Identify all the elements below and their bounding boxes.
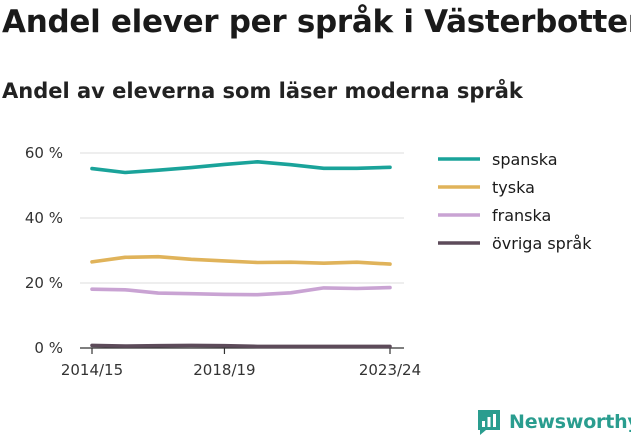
x-tick-label: 2023/24	[359, 361, 421, 379]
series-line-franska	[90, 285, 392, 297]
series-line-spanska	[90, 160, 392, 175]
x-tick-label: 2014/15	[61, 361, 123, 379]
x-axis: 2014/15 2018/19 2023/24	[61, 347, 421, 379]
legend-label: franska	[492, 206, 551, 225]
chart-title: Andel elever per språk i Västerbotten	[2, 4, 631, 40]
legend-label: tyska	[492, 178, 535, 197]
series-lines	[90, 160, 392, 349]
series-line-övriga-språk	[90, 343, 392, 349]
y-tick-label: 20 %	[25, 274, 63, 292]
legend: spanska tyska franska övriga språk	[438, 150, 592, 253]
y-axis-ticks: 0 % 20 % 40 % 60 %	[25, 144, 63, 357]
legend-label: spanska	[492, 150, 558, 169]
x-tick-label: 2018/19	[193, 361, 255, 379]
gridlines	[80, 152, 404, 284]
y-tick-label: 40 %	[25, 209, 63, 227]
newsworthy-logo: Newsworthy	[476, 408, 631, 436]
line-chart: 0 % 20 % 40 % 60 % 2014/15 2018/19 2023/24 sp…	[25, 144, 592, 379]
bar-chart-logo-icon	[478, 410, 500, 435]
legend-label: övriga språk	[492, 234, 592, 253]
chart-subtitle: Andel av eleverna som läser moderna språ…	[2, 79, 523, 103]
y-tick-label: 0 %	[34, 339, 63, 357]
logo-text: Newsworthy	[509, 411, 631, 433]
series-line-tyska	[90, 254, 392, 266]
y-tick-label: 60 %	[25, 144, 63, 162]
